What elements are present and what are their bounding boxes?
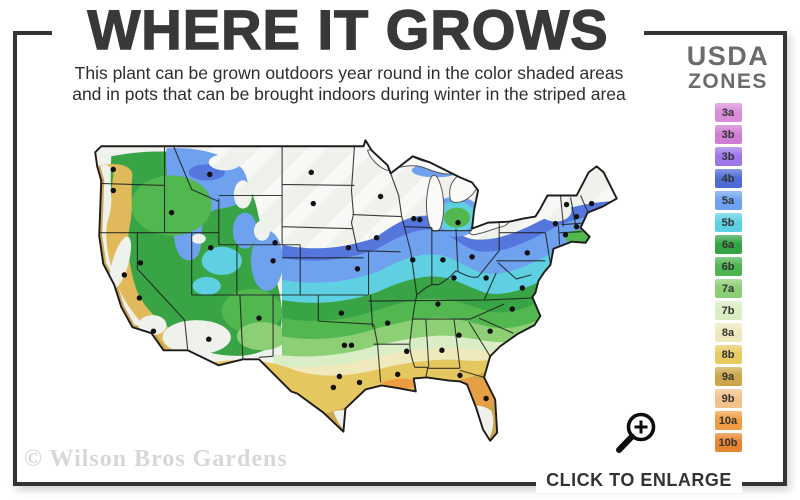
page-title: WHERE IT GROWS (52, 0, 644, 60)
zone-chip-3a-0: 3a (714, 103, 742, 122)
subtitle-line-2: and in pots that can be brought indoors … (72, 84, 626, 104)
zone-chip-10a-14: 10a (714, 411, 742, 430)
zone-chip-7a-8: 7a (714, 279, 742, 298)
zone-chip-5a-4: 5a (714, 191, 742, 210)
usda-zone-map[interactable] (56, 110, 664, 482)
zone-chip-9a-12: 9a (714, 367, 742, 386)
magnifier-zoom-icon[interactable] (610, 409, 664, 461)
zone-chip-8a-10: 8a (714, 323, 742, 342)
zone-chip-list: 3a 3b 3b 4b 5a 5b 6a 6b 7a 7b 8a 8b 9a 9b 10a 10b (680, 103, 776, 452)
zone-chip-9b-13: 9b (714, 389, 742, 408)
zone-chip-6a-6: 6a (714, 235, 742, 254)
zone-chip-4b-3: 4b (714, 169, 742, 188)
legend-title-zones: ZONES (688, 70, 768, 93)
zone-chip-3b-1: 3b (714, 125, 742, 144)
zone-chip-3b-2: 3b (714, 147, 742, 166)
subtitle-line-1: This plant can be grown outdoors year ro… (74, 63, 624, 83)
zone-shading (95, 140, 617, 441)
zone-chip-5b-5: 5b (714, 213, 742, 232)
zone-chip-6b-7: 6b (714, 257, 742, 276)
city-dots (110, 166, 595, 402)
zone-chip-10b-15: 10b (714, 433, 742, 452)
usda-zones-legend: USDA ZONES 3a 3b 3b 4b 5a 5b 6a 6b 7a 7b 8a 8b 9a 9b 1… (680, 42, 776, 452)
us-map-svg (94, 139, 618, 442)
zone-chip-8b-11: 8b (714, 345, 742, 364)
us-outline (94, 139, 618, 442)
watermark: © Wilson Bros Gardens (24, 446, 288, 472)
legend-title-usda: USDA (686, 41, 770, 71)
subtitle: This plant can be grown outdoors year ro… (40, 63, 658, 105)
state-borders (100, 146, 589, 383)
zone-chip-7b-9: 7b (714, 301, 742, 320)
click-to-enlarge-button[interactable]: CLICK TO ENLARGE (536, 468, 742, 493)
